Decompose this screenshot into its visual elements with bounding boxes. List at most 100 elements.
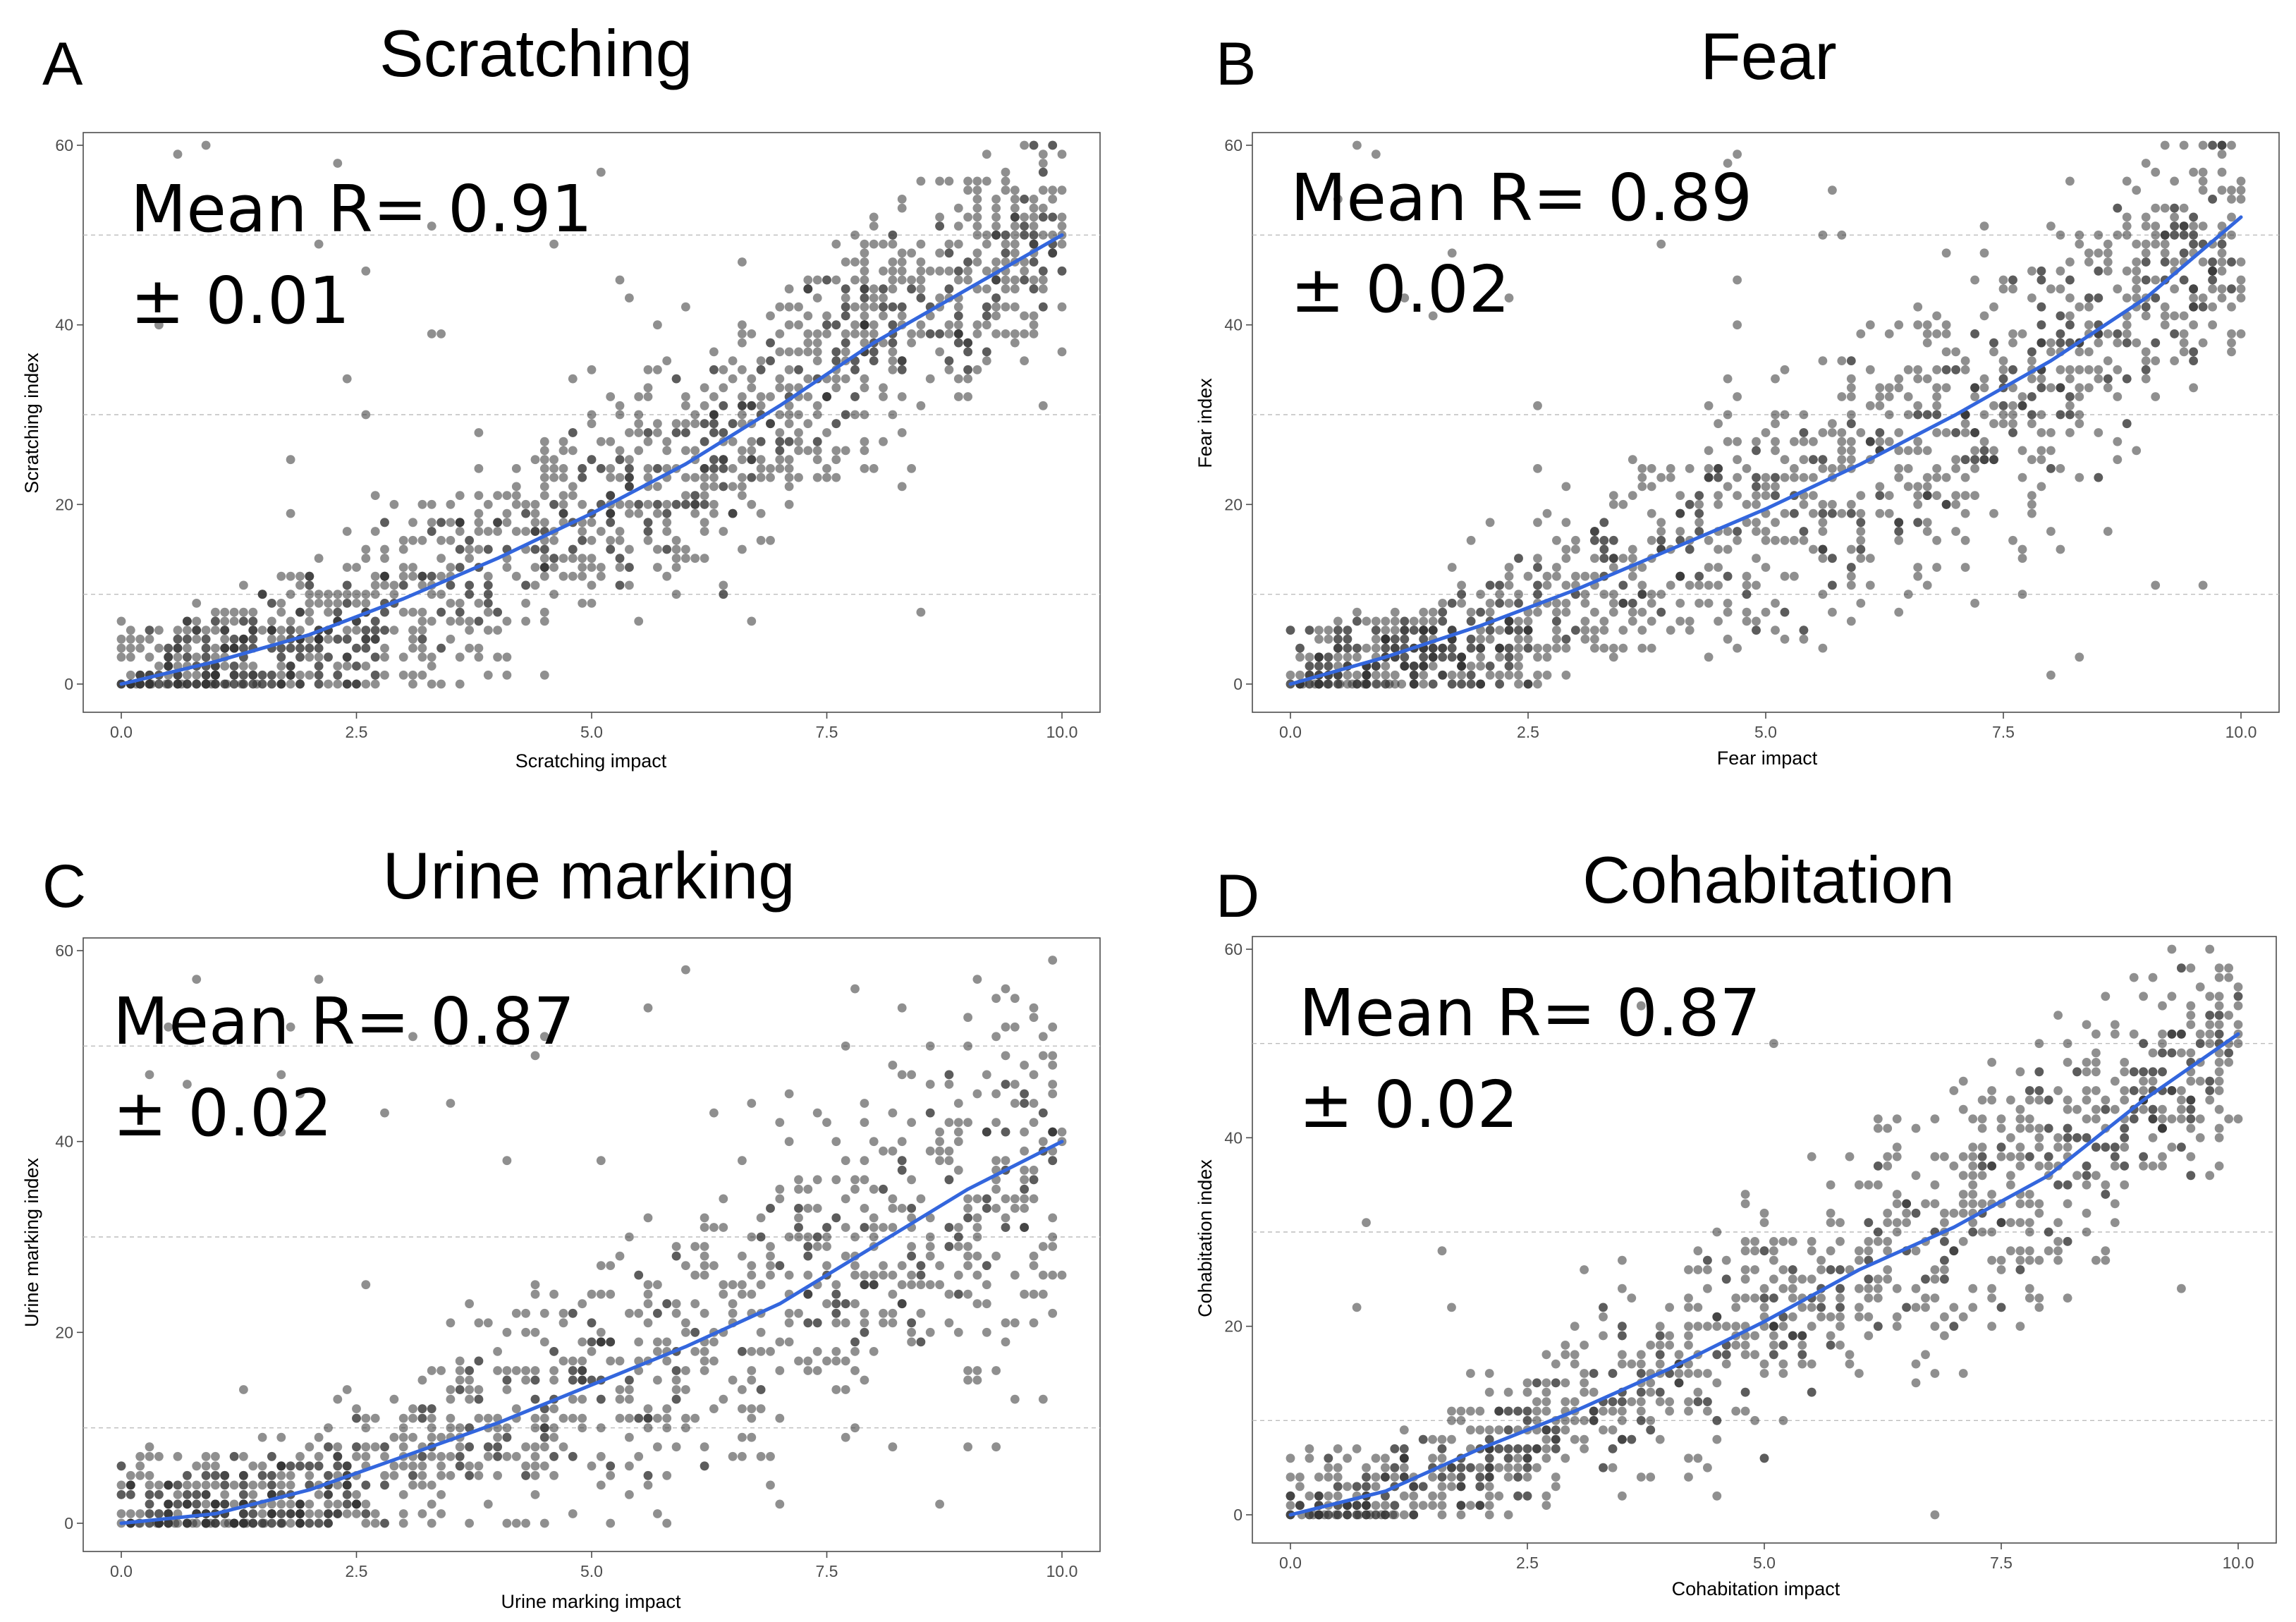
data-point (116, 643, 126, 653)
data-point (1883, 1208, 1893, 1218)
data-point (192, 1461, 202, 1471)
data-point (2063, 1293, 2072, 1303)
data-point (2227, 338, 2236, 348)
data-point (690, 499, 700, 509)
data-point (1769, 1322, 1778, 1331)
data-point (1970, 275, 1979, 285)
data-point (2179, 140, 2189, 150)
data-point (1646, 1472, 1656, 1482)
data-point (738, 491, 747, 500)
data-point (511, 1366, 521, 1375)
data-point (897, 1137, 907, 1147)
data-point (690, 1299, 700, 1309)
data-point (1769, 1331, 1778, 1341)
data-point (831, 1385, 841, 1394)
data-point (2217, 248, 2227, 258)
data-point (1675, 508, 1685, 518)
data-point (700, 464, 709, 473)
data-point (625, 499, 634, 509)
data-point (606, 535, 616, 545)
data-point (700, 499, 709, 509)
data-point (888, 1442, 898, 1452)
data-point (1704, 464, 1714, 473)
data-point (1333, 643, 1343, 653)
data-point (1561, 580, 1571, 590)
data-point (1552, 643, 1561, 653)
data-point (446, 535, 456, 545)
data-point (539, 1308, 549, 1318)
data-point (502, 1156, 512, 1166)
data-point (991, 1366, 1001, 1375)
data-point (370, 571, 380, 581)
data-point (1960, 508, 1970, 518)
data-point (2139, 1161, 2148, 1171)
data-point (869, 320, 879, 330)
data-point (662, 1413, 672, 1423)
data-point (879, 1318, 888, 1328)
data-point (2139, 992, 2148, 1001)
data-point (719, 580, 728, 590)
data-point (2015, 1104, 2025, 1114)
data-point (709, 428, 719, 437)
data-point (295, 1499, 305, 1509)
data-point (305, 1442, 315, 1452)
data-point (2205, 944, 2215, 954)
data-point (1837, 230, 1847, 240)
data-point (417, 643, 427, 653)
data-point (1495, 679, 1504, 689)
data-point (1020, 1165, 1029, 1175)
y-tick-label: 20 (55, 1323, 73, 1341)
data-point (1809, 472, 1818, 482)
data-point (803, 419, 813, 429)
data-point (380, 554, 389, 563)
data-point (352, 1404, 361, 1413)
data-point (1733, 455, 1742, 465)
data-point (841, 1156, 850, 1166)
data-point (1968, 1180, 1978, 1190)
data-point (1778, 1322, 1788, 1331)
data-point (982, 266, 991, 276)
data-point (239, 643, 248, 653)
data-point (1865, 580, 1875, 590)
data-point (1731, 1293, 1741, 1303)
data-point (982, 347, 991, 357)
data-point (1561, 634, 1571, 644)
data-point (2132, 275, 2142, 285)
data-point (1618, 1255, 1627, 1265)
data-point (991, 311, 1001, 321)
data-point (1504, 571, 1514, 581)
data-point (380, 1480, 389, 1490)
data-point (1637, 643, 1647, 653)
data-point (1608, 491, 1618, 500)
data-point (1693, 1453, 1703, 1463)
data-point (860, 338, 869, 348)
data-point (972, 1251, 982, 1261)
data-point (841, 257, 850, 267)
data-point (1922, 320, 1932, 330)
data-point (2027, 374, 2037, 384)
data-point (2177, 1283, 2186, 1293)
data-point (1618, 643, 1628, 653)
data-point (126, 1470, 135, 1480)
data-point (1998, 284, 2008, 294)
x-tick-label: 5.0 (580, 723, 603, 741)
data-point (1533, 554, 1542, 563)
data-point (1029, 1318, 1039, 1328)
data-point (709, 1356, 719, 1366)
panel-b: B Fear 0 20 40 60 0.0 2.5 5.0 7.5 10.0 Mean R= 0… (1148, 0, 2296, 811)
data-point (2236, 275, 2246, 285)
data-point (539, 518, 549, 528)
data-point (1428, 616, 1438, 626)
data-point (1038, 203, 1048, 213)
data-point (756, 1232, 766, 1242)
data-point (2015, 1142, 2025, 1152)
data-point (1655, 1350, 1665, 1360)
data-point (738, 1251, 747, 1261)
data-point (1647, 508, 1656, 518)
data-point (1989, 302, 1998, 312)
data-point (671, 554, 681, 563)
data-point (1855, 1283, 1864, 1293)
data-point (869, 239, 879, 249)
data-point (1712, 1491, 1722, 1501)
data-point (1523, 571, 1533, 581)
